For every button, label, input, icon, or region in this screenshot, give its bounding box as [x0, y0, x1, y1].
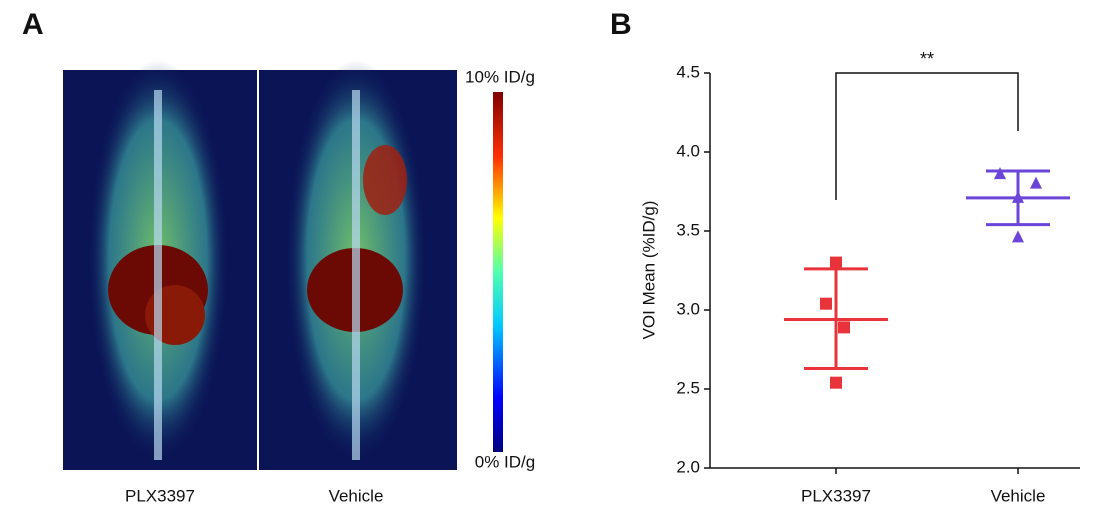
point	[830, 256, 842, 269]
x-tick-label: Vehicle	[991, 486, 1046, 505]
y-tick-label: 3.5	[676, 220, 700, 239]
pet-images	[63, 60, 457, 470]
x-tick-label: PLX3397	[801, 486, 871, 505]
colorbar-label: 0% ID/g	[475, 452, 535, 471]
point	[820, 297, 832, 310]
significance-label: **	[920, 49, 934, 69]
point	[1030, 176, 1042, 189]
y-tick-label: 3.0	[676, 299, 700, 318]
mouse-image	[88, 60, 228, 460]
image-label: PLX3397	[125, 486, 195, 505]
y-tick-label: 4.0	[676, 141, 700, 160]
panel-label: B	[610, 8, 632, 41]
image-label: Vehicle	[329, 486, 384, 505]
point	[1012, 230, 1024, 243]
y-tick-label: 2.0	[676, 457, 700, 476]
point	[838, 321, 850, 334]
panel-label: A	[22, 8, 44, 41]
y-tick-label: 4.5	[676, 62, 700, 81]
colorbar	[493, 92, 503, 452]
colorbar-label: 10% ID/g	[465, 67, 535, 86]
point	[994, 167, 1006, 180]
mouse-image	[286, 60, 426, 460]
point	[830, 376, 842, 389]
y-tick-label: 2.5	[676, 378, 700, 397]
significance-bracket	[835, 72, 1019, 200]
y-axis-label: VOI Mean (%ID/g)	[639, 201, 658, 340]
point	[1012, 190, 1024, 203]
